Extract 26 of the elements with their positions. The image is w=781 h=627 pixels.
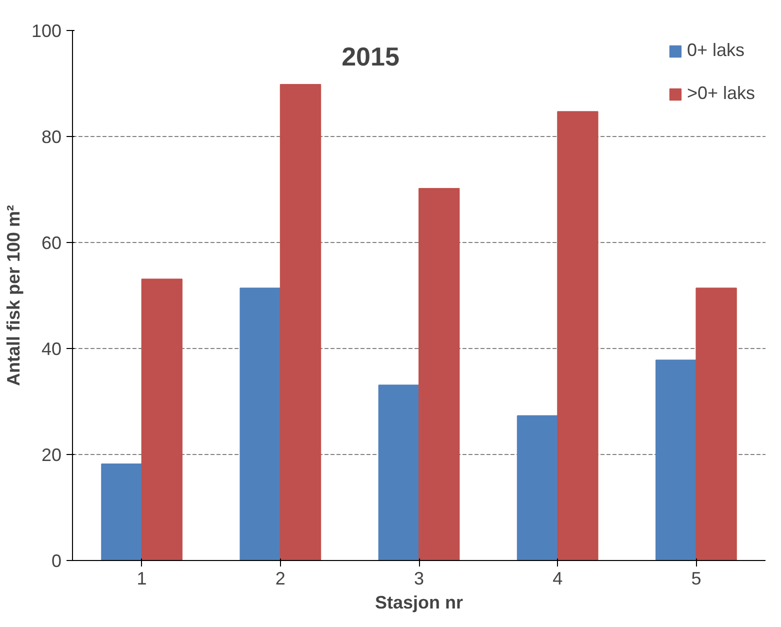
legend-label: >0+ laks: [686, 83, 755, 104]
y-tick-label: 60: [41, 233, 62, 253]
chart-title: 2015: [342, 42, 400, 72]
y-tick-label: 100: [31, 21, 62, 41]
y-tick-label: 0: [51, 551, 62, 571]
bar: [101, 464, 142, 560]
bar: [280, 84, 322, 560]
bar: [557, 111, 598, 560]
y-axis-title: Antall fisk per 100 m²: [3, 204, 24, 386]
x-tick-label: 5: [691, 568, 702, 588]
x-axis-title: Stasjon nr: [374, 592, 464, 612]
bar: [418, 188, 460, 560]
y-tick-label: 20: [41, 445, 62, 465]
bar: [696, 288, 737, 560]
bar: [378, 384, 420, 560]
bar: [141, 278, 182, 560]
y-tick-label: 40: [41, 339, 62, 359]
legend-label: 0+ laks: [686, 40, 744, 61]
bar: [240, 288, 281, 560]
y-tick-label: 80: [41, 127, 62, 147]
bar: [516, 415, 558, 560]
x-tick-label: 2: [275, 568, 286, 588]
x-tick-label: 4: [552, 568, 563, 588]
bar: [656, 360, 697, 560]
x-tick-label: 3: [414, 568, 424, 588]
x-tick-label: 1: [136, 568, 147, 588]
